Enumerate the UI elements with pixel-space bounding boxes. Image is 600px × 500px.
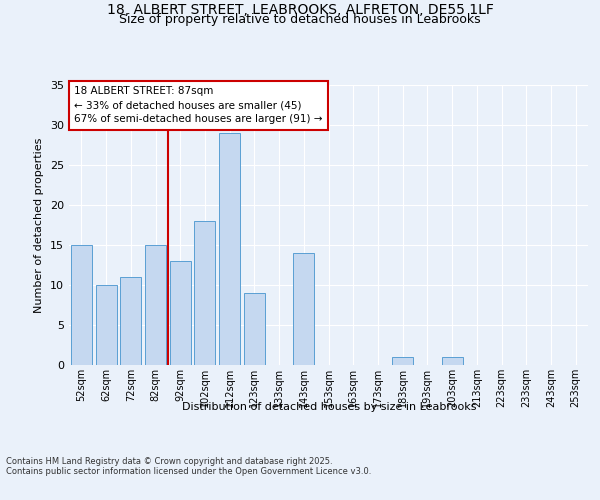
Text: Contains public sector information licensed under the Open Government Licence v3: Contains public sector information licen… (6, 468, 371, 476)
Bar (244, 293, 265, 365)
Bar (392, 357, 413, 365)
Bar (293, 253, 314, 365)
Bar (95, 285, 116, 365)
Text: 18 ALBERT STREET: 87sqm
← 33% of detached houses are smaller (45)
67% of semi-de: 18 ALBERT STREET: 87sqm ← 33% of detache… (74, 86, 323, 124)
Text: Size of property relative to detached houses in Leabrooks: Size of property relative to detached ho… (119, 14, 481, 26)
Bar (71, 245, 92, 365)
Bar (145, 245, 166, 365)
Y-axis label: Number of detached properties: Number of detached properties (34, 138, 44, 312)
Bar (442, 357, 463, 365)
Bar (219, 133, 240, 365)
Bar (120, 277, 141, 365)
Text: Distribution of detached houses by size in Leabrooks: Distribution of detached houses by size … (182, 402, 476, 412)
Text: Contains HM Land Registry data © Crown copyright and database right 2025.: Contains HM Land Registry data © Crown c… (6, 458, 332, 466)
Text: 18, ALBERT STREET, LEABROOKS, ALFRETON, DE55 1LF: 18, ALBERT STREET, LEABROOKS, ALFRETON, … (107, 2, 493, 16)
Bar (194, 221, 215, 365)
Bar (170, 261, 191, 365)
